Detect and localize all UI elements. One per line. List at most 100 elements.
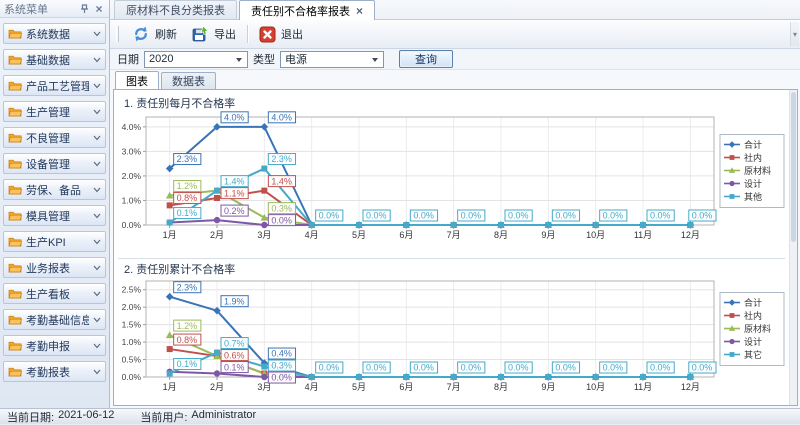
sidebar-item[interactable]: 生产看板: [3, 283, 106, 304]
current-user-status: 当前用户: Administrator: [140, 409, 256, 425]
exit-icon: [259, 26, 276, 42]
tab-label: 数据表: [172, 76, 205, 88]
folder-icon: [8, 29, 22, 39]
folder-icon: [8, 81, 22, 91]
svg-text:0.1%: 0.1%: [224, 362, 245, 372]
document-tabstrip: 原材料不良分类报表 责任别不合格率报表 ×: [110, 0, 800, 20]
sidebar-header: 系统菜单 ×: [0, 0, 109, 18]
type-dropdown-value: 电源: [285, 54, 307, 66]
chevron-down-icon: [93, 109, 101, 114]
tab-close-icon[interactable]: ×: [356, 3, 364, 18]
svg-text:2.3%: 2.3%: [177, 154, 198, 164]
export-button[interactable]: 导出: [184, 23, 243, 45]
svg-text:0.0%: 0.0%: [319, 363, 340, 373]
exit-button[interactable]: 退出: [252, 24, 310, 45]
svg-text:1.0%: 1.0%: [122, 337, 142, 347]
current-date-value: 2021-06-12: [58, 408, 115, 421]
svg-text:0.0%: 0.0%: [461, 363, 482, 373]
sidebar-item-label: 考勤申报: [26, 340, 70, 353]
svg-text:社内: 社内: [744, 152, 762, 163]
type-dropdown[interactable]: 电源: [280, 50, 384, 68]
sidebar: 系统菜单 × 系统数据基础数据产品工艺管理生产管理不良管理设备管理劳保、备品模具…: [0, 0, 110, 408]
sidebar-item[interactable]: 生产KPI: [3, 231, 106, 252]
svg-text:原材料: 原材料: [744, 323, 771, 334]
close-icon[interactable]: ×: [95, 1, 103, 16]
svg-text:11月: 11月: [634, 382, 652, 392]
sidebar-item-label: 系统数据: [26, 28, 70, 41]
sidebar-item[interactable]: 基础数据: [3, 49, 106, 70]
sidebar-item[interactable]: 考勤基础信息: [3, 309, 106, 330]
sidebar-item[interactable]: 模具管理: [3, 205, 106, 226]
sidebar-item[interactable]: 业务报表: [3, 257, 106, 278]
tab-raw-material-defect-report[interactable]: 原材料不良分类报表: [114, 0, 237, 19]
sidebar-item[interactable]: 不良管理: [3, 127, 106, 148]
folder-icon: [8, 237, 22, 247]
tab-data-table-view[interactable]: 数据表: [161, 72, 216, 89]
tab-responsibility-defect-rate-report[interactable]: 责任别不合格率报表 ×: [239, 0, 376, 20]
svg-text:2.3%: 2.3%: [271, 154, 292, 164]
svg-text:11月: 11月: [634, 230, 652, 240]
tab-chart-view[interactable]: 图表: [115, 71, 159, 90]
sidebar-item[interactable]: 系统数据: [3, 23, 106, 44]
svg-text:0.0%: 0.0%: [555, 363, 576, 373]
exit-label: 退出: [281, 29, 303, 41]
svg-text:6月: 6月: [399, 230, 413, 240]
query-button[interactable]: 查询: [399, 50, 453, 68]
monthly-defect-rate-chart: 0.0% 1.0% 2.0% 3.0% 4.0% 1月 2月 3月 4月 5月 6月 7月 8月 9月 10…: [118, 111, 785, 256]
svg-text:2.3%: 2.3%: [177, 282, 198, 292]
sidebar-item[interactable]: 考勤报表: [3, 361, 106, 382]
folder-icon: [8, 185, 22, 195]
svg-text:1.2%: 1.2%: [177, 181, 198, 191]
svg-text:4月: 4月: [305, 382, 319, 392]
tab-label: 图表: [126, 76, 148, 88]
svg-text:0.8%: 0.8%: [177, 335, 198, 345]
refresh-button[interactable]: 刷新: [125, 23, 184, 45]
sidebar-item-label: 生产管理: [26, 106, 70, 119]
sidebar-item[interactable]: 考勤申报: [3, 335, 106, 356]
sidebar-item[interactable]: 劳保、备品: [3, 179, 106, 200]
sidebar-item-label: 劳保、备品: [26, 184, 81, 197]
svg-text:0.2%: 0.2%: [224, 206, 245, 216]
svg-text:其它: 其它: [744, 349, 762, 360]
svg-text:5月: 5月: [352, 230, 366, 240]
monthly-chart-section: 1. 责任别每月不合格率 0.0% 1.0% 2.0% 3.0% 4.0% 1月 2月 3月 4…: [118, 93, 785, 256]
current-date-status: 当前日期: 2021-06-12: [7, 409, 114, 425]
chevron-down-icon: [93, 57, 101, 62]
vertical-scrollbar[interactable]: [789, 90, 797, 405]
date-dropdown[interactable]: 2020: [144, 50, 248, 68]
svg-text:4.0%: 4.0%: [271, 113, 292, 123]
svg-text:9月: 9月: [541, 230, 555, 240]
toolbar-overflow-button[interactable]: ▾: [790, 22, 799, 46]
sidebar-item[interactable]: 生产管理: [3, 101, 106, 122]
chevron-down-icon: [93, 161, 101, 166]
svg-text:2.0%: 2.0%: [122, 302, 142, 312]
sidebar-item-label: 业务报表: [26, 262, 70, 275]
svg-text:0.0%: 0.0%: [603, 363, 624, 373]
scrollbar-thumb[interactable]: [791, 92, 796, 242]
svg-text:合计: 合计: [744, 297, 762, 308]
tab-label: 责任别不合格率报表: [251, 5, 350, 18]
folder-icon: [8, 315, 22, 325]
refresh-icon: [135, 26, 147, 42]
sidebar-item[interactable]: 设备管理: [3, 153, 106, 174]
svg-text:0.1%: 0.1%: [177, 208, 198, 218]
cumulative-defect-rate-chart: 0.0% 0.5% 1.0% 1.5% 2.0% 2.5% 1月 2月 3月 4月 5月 6月 7月 8月…: [118, 277, 785, 405]
toolbar: 刷新 导出 退出 ▾: [110, 20, 800, 49]
svg-text:0.3%: 0.3%: [271, 361, 292, 371]
svg-text:1月: 1月: [163, 382, 177, 392]
chevron-down-icon: [236, 57, 242, 65]
sidebar-item[interactable]: 产品工艺管理: [3, 75, 106, 96]
svg-text:0.0%: 0.0%: [319, 211, 340, 221]
svg-text:8月: 8月: [494, 382, 508, 392]
folder-icon: [8, 107, 22, 117]
svg-text:0.0%: 0.0%: [271, 373, 292, 383]
svg-text:0.0%: 0.0%: [271, 215, 292, 225]
svg-text:设计: 设计: [744, 336, 762, 347]
folder-icon: [8, 211, 22, 221]
svg-text:社内: 社内: [744, 310, 762, 321]
sidebar-item-label: 不良管理: [26, 132, 70, 145]
svg-text:0.0%: 0.0%: [461, 211, 482, 221]
svg-text:6月: 6月: [399, 382, 413, 392]
pin-icon[interactable]: [78, 3, 90, 15]
